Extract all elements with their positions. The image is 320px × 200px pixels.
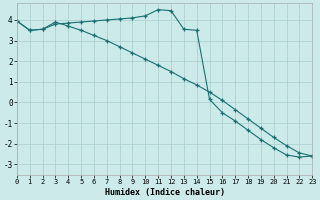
X-axis label: Humidex (Indice chaleur): Humidex (Indice chaleur): [105, 188, 225, 197]
